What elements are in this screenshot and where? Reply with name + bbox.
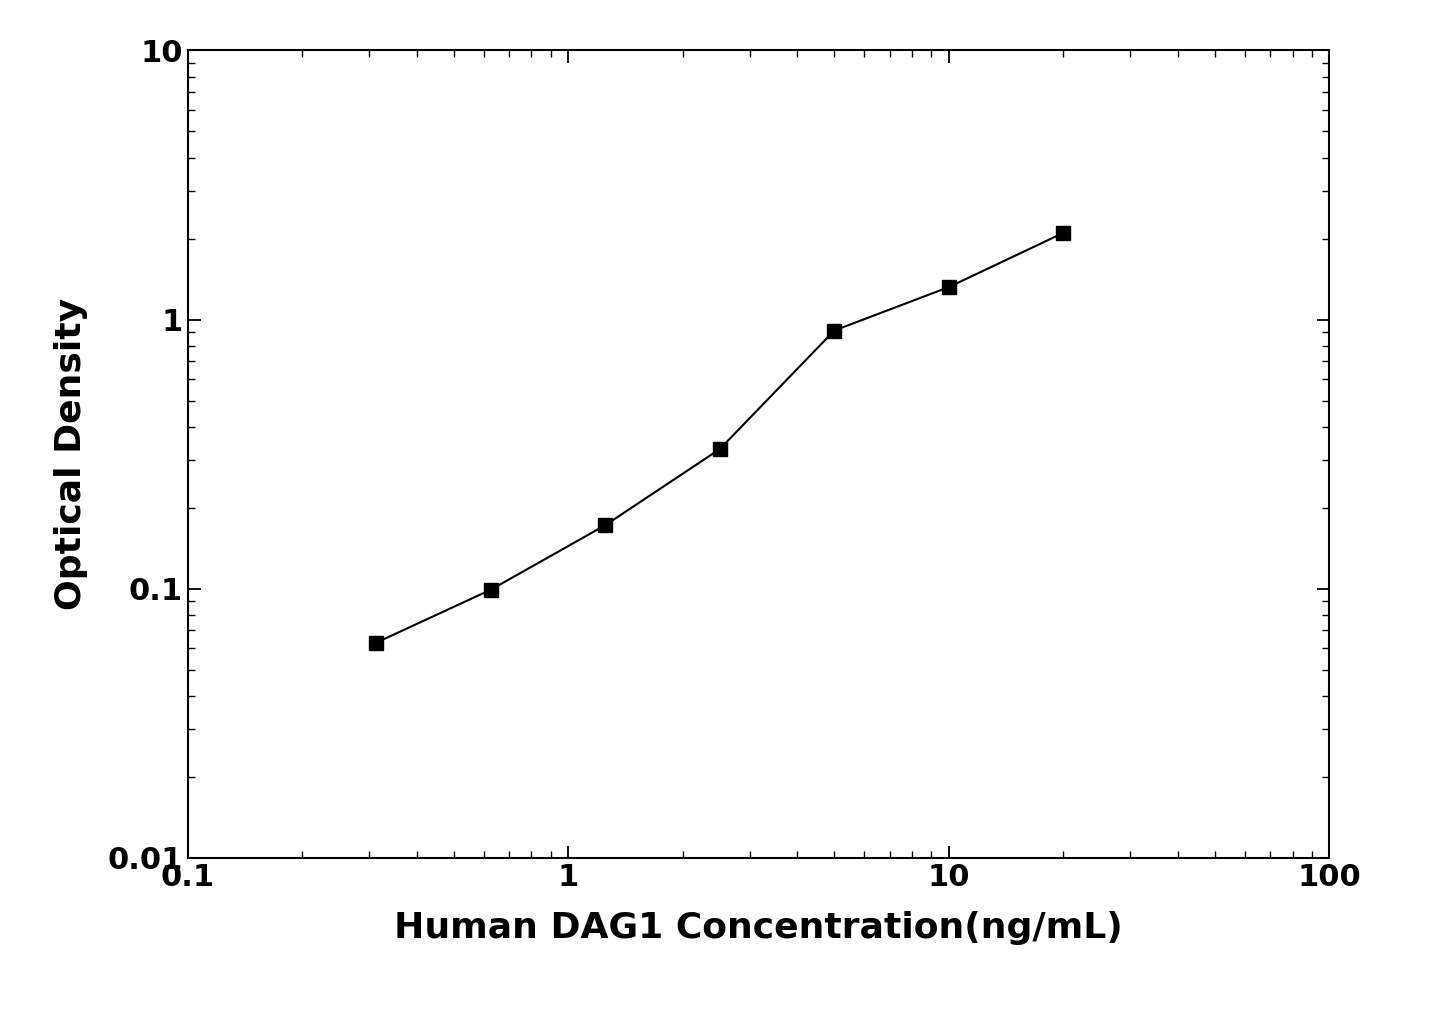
X-axis label: Human DAG1 Concentration(ng/mL): Human DAG1 Concentration(ng/mL) bbox=[394, 911, 1123, 945]
Y-axis label: Optical Density: Optical Density bbox=[53, 298, 88, 610]
